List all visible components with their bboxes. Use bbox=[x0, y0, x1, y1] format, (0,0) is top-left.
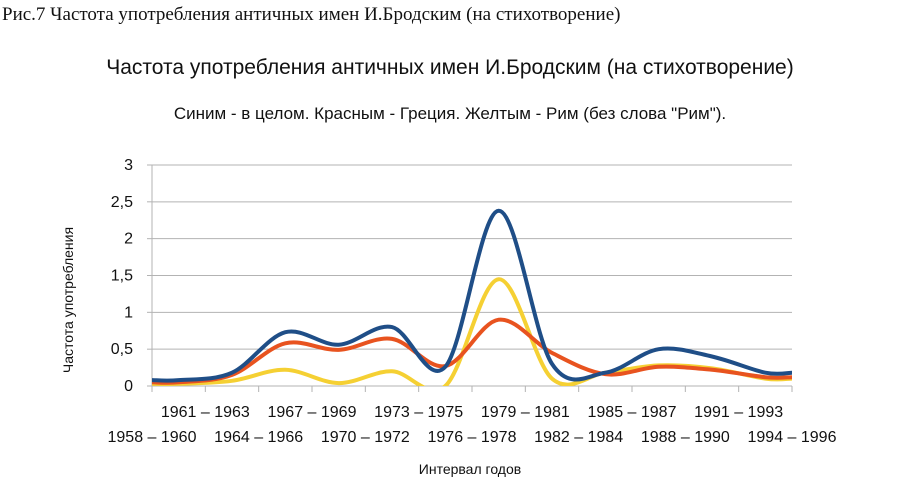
y-tick-label: 3 bbox=[124, 157, 133, 174]
chart-subtitle: Синим - в целом. Красным - Греция. Желты… bbox=[173, 104, 727, 123]
series-line-0 bbox=[152, 208, 792, 383]
x-category-label: 1973 – 1975 bbox=[374, 404, 463, 421]
x-category-label: 1988 – 1990 bbox=[641, 429, 730, 446]
x-category-label: 1970 – 1972 bbox=[321, 429, 410, 446]
x-category-label: 1958 – 1960 bbox=[108, 429, 197, 446]
x-category-label: 1976 – 1978 bbox=[428, 429, 517, 446]
series-lines bbox=[152, 208, 792, 386]
x-category-label: 1967 – 1969 bbox=[268, 404, 357, 421]
x-category-label: 1961 – 1963 bbox=[161, 404, 250, 421]
y-tick-label: 1 bbox=[124, 304, 133, 321]
axes bbox=[147, 164, 793, 392]
y-tick-label: 2 bbox=[124, 231, 133, 248]
chart-title: Частота употребления античных имен И.Бро… bbox=[106, 56, 794, 79]
x-category-label: 1964 – 1966 bbox=[214, 429, 303, 446]
figure-caption: Рис.7 Частота употребления античных имен… bbox=[2, 4, 621, 25]
y-tick-label: 2,5 bbox=[111, 194, 133, 211]
axis-labels: 0 0,5 1 1,5 2 2,5 3 1958 – 1960 1961 – 1963 1964 … bbox=[108, 157, 837, 446]
x-category-label: 1991 – 1993 bbox=[694, 404, 783, 421]
grid-lines bbox=[152, 164, 792, 350]
y-tick-label: 0,5 bbox=[111, 341, 133, 358]
y-tick-label: 1,5 bbox=[111, 268, 133, 285]
x-category-label: 1979 – 1981 bbox=[481, 404, 570, 421]
x-category-label: 1982 – 1984 bbox=[534, 429, 623, 446]
series-line-2 bbox=[152, 277, 792, 386]
x-category-label: 1985 – 1987 bbox=[588, 404, 677, 421]
series-line-1 bbox=[152, 317, 792, 385]
y-axis-title: Частота употребления bbox=[60, 227, 76, 373]
x-axis-title: Интервал годов bbox=[419, 461, 521, 477]
y-tick-label: 0 bbox=[124, 378, 133, 395]
x-category-label: 1994 – 1996 bbox=[748, 429, 837, 446]
